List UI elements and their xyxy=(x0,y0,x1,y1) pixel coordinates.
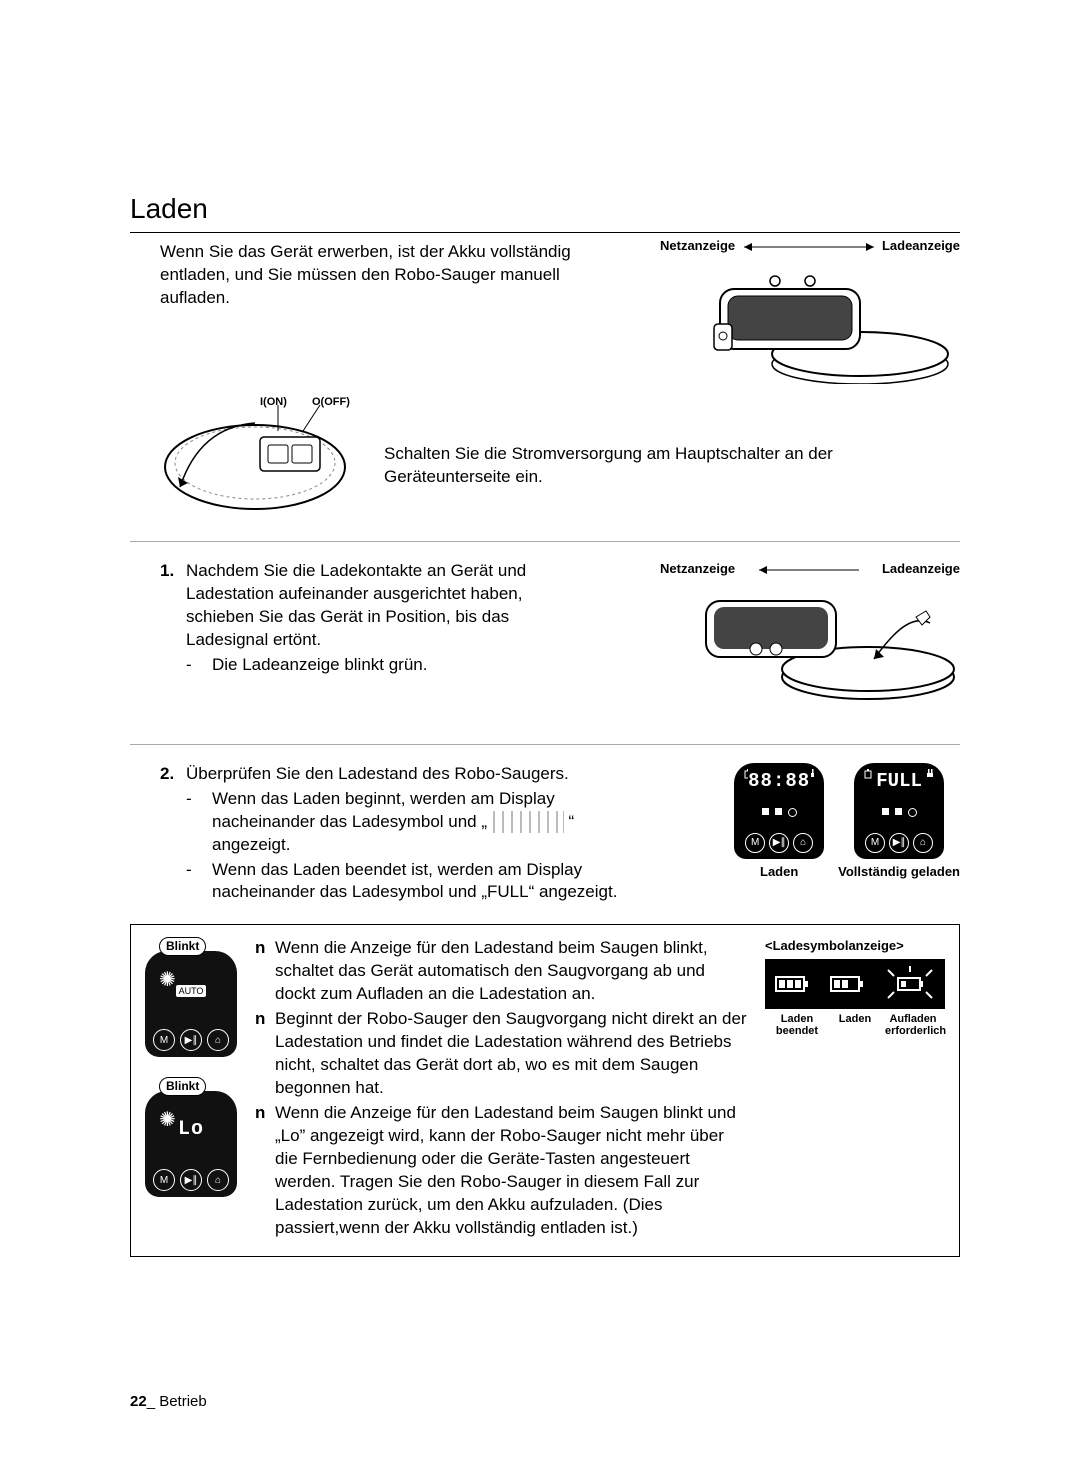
info-item-3: n Wenn die Anzeige für den Ladestand bei… xyxy=(255,1102,747,1240)
display-charging: 88:88 M ▶∥ ⌂ xyxy=(734,763,824,859)
ladesymbol-title: <Ladesymbolanzeige> xyxy=(765,937,945,955)
figure-dock-mid: Netzanzeige Ladeanzeige xyxy=(660,560,960,710)
info-item-1: n Wenn die Anzeige für den Ladestand bei… xyxy=(255,937,747,1006)
label-netzanzeige-2: Netzanzeige xyxy=(660,560,735,578)
mode-m-icon: M xyxy=(153,1029,175,1051)
lo-text: Lo xyxy=(178,1116,204,1143)
leader-line xyxy=(744,240,874,254)
playpause-icon: ▶∥ xyxy=(180,1029,202,1051)
page-number: 22 xyxy=(130,1393,147,1410)
battery-mid-icon xyxy=(827,969,867,999)
dock-illustration-mid xyxy=(660,577,960,703)
step-2-number: 2. xyxy=(160,763,186,786)
remote-blinkt-auto: AUTO M ▶∥ ⌂ ✺ Blinkt xyxy=(145,937,237,1067)
display-full: FULL M ▶∥ ⌂ xyxy=(854,763,944,859)
auto-pill: AUTO xyxy=(176,985,207,997)
blink-spark-icon: ✺ xyxy=(159,1107,176,1134)
blink-tag-2: Blinkt xyxy=(159,1077,206,1095)
step-2-dash-2: - Wenn das Laden beendet ist, werden am … xyxy=(186,859,650,905)
step-1: 1. Nachdem Sie die Ladekontakte an Gerät… xyxy=(160,560,560,652)
divider-2 xyxy=(130,744,960,745)
bat-label-charging: Laden xyxy=(827,1013,883,1037)
mode-m-icon: M xyxy=(745,833,765,853)
home-icon: ⌂ xyxy=(793,833,813,853)
caption-laden: Laden xyxy=(760,865,798,879)
manual-page: Laden Wenn Sie das Gerät erwerben, ist d… xyxy=(0,0,1080,1472)
home-icon: ⌂ xyxy=(207,1029,229,1051)
dock-illustration-top xyxy=(660,254,960,384)
playpause-icon: ▶∥ xyxy=(769,833,789,853)
switch-text: Schalten Sie die Stromversorgung am Haup… xyxy=(384,443,960,517)
mode-m-icon: M xyxy=(153,1169,175,1191)
bat-label-done: Laden beendet xyxy=(769,1013,825,1037)
switch-off-label: O(OFF) xyxy=(312,397,350,408)
info-item-2: n Beginnt der Robo-Sauger den Saugvorgan… xyxy=(255,1008,747,1100)
switch-on-label: I(ON) xyxy=(260,397,287,408)
page-footer: 22_ Betrieb xyxy=(130,1392,207,1412)
step-1-dash: - Die Ladeanzeige blinkt grün. xyxy=(186,654,560,677)
step-2: 2. Überprüfen Sie den Ladestand des Robo… xyxy=(160,763,650,786)
step-2-text: Überprüfen Sie den Ladestand des Robo-Sa… xyxy=(186,763,650,786)
caption-full: Vollständig geladen xyxy=(838,865,960,879)
plug-icon xyxy=(926,769,934,779)
remote-blinkt-lo: Lo M ▶∥ ⌂ ✺ Blinkt xyxy=(145,1077,237,1207)
step-1-text: Nachdem Sie die Ladekontakte an Gerät un… xyxy=(186,560,560,652)
battery-icon xyxy=(864,769,872,779)
info-box: AUTO M ▶∥ ⌂ ✺ Blinkt Lo M ▶∥ ⌂ xyxy=(130,924,960,1256)
bat-label-required: Aufladen erforderlich xyxy=(885,1013,941,1037)
blink-spark-icon: ✺ xyxy=(159,967,176,994)
footer-section: Betrieb xyxy=(159,1393,207,1410)
plug-icon xyxy=(810,769,814,779)
home-icon: ⌂ xyxy=(207,1169,229,1191)
label-ladeanzeige-2: Ladeanzeige xyxy=(882,560,960,578)
label-netzanzeige: Netzanzeige xyxy=(660,237,735,255)
battery-full-icon xyxy=(772,969,812,999)
switch-illustration: I(ON) O(OFF) xyxy=(160,397,360,517)
mode-m-icon: M xyxy=(865,833,885,853)
info-main: n Wenn die Anzeige für den Ladestand bei… xyxy=(255,937,747,1241)
playpause-icon: ▶∥ xyxy=(889,833,909,853)
digits-placeholder-icon xyxy=(492,811,564,833)
battery-low-blink-icon xyxy=(882,964,938,1004)
battery-strip xyxy=(765,959,945,1009)
home-icon: ⌂ xyxy=(913,833,933,853)
blink-tag: Blinkt xyxy=(159,937,206,955)
info-right: <Ladesymbolanzeige> xyxy=(765,937,945,1241)
divider xyxy=(130,541,960,542)
figure-dock-top: Netzanzeige Ladeanzeige xyxy=(660,237,960,391)
playpause-icon: ▶∥ xyxy=(180,1169,202,1191)
label-ladeanzeige: Ladeanzeige xyxy=(882,237,960,255)
section-heading: Laden xyxy=(130,190,960,233)
leader-line-2 xyxy=(759,563,859,577)
display-pair: 88:88 M ▶∥ ⌂ Laden FULL xyxy=(734,763,960,879)
step-2-dash-1: - Wenn das Laden beginnt, werden am Disp… xyxy=(186,788,650,857)
intro-text: Wenn Sie das Gerät erwerben, ist der Akk… xyxy=(160,241,620,310)
step-1-number: 1. xyxy=(160,560,186,652)
